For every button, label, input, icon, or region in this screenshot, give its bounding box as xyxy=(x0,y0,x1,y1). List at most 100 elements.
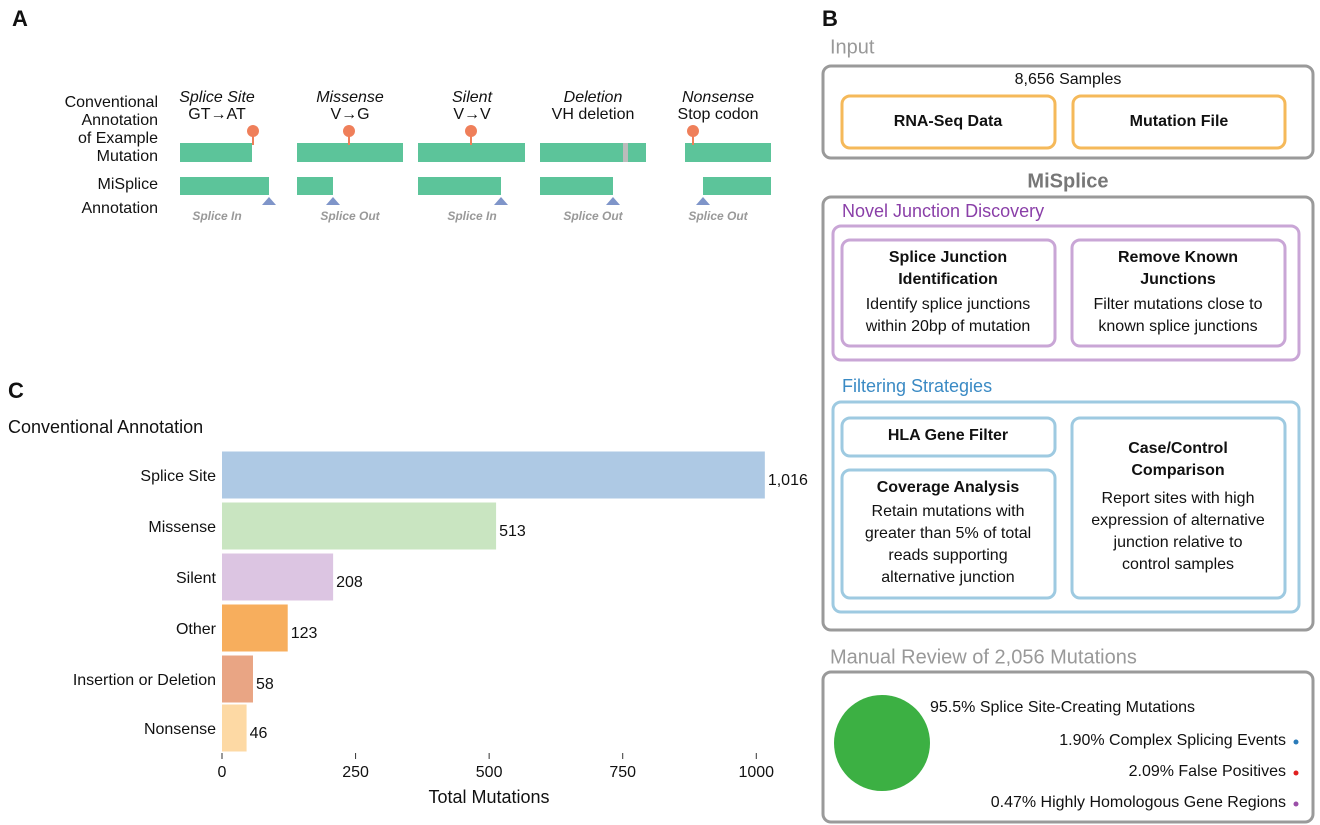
exon xyxy=(703,177,771,195)
example-name: Splice Site xyxy=(179,89,255,106)
step-text: Identify splice junctions xyxy=(866,296,1031,313)
step-title: Remove Known xyxy=(1118,249,1238,266)
row-label: Mutation xyxy=(97,148,158,165)
step-text: Retain mutations with xyxy=(872,503,1025,520)
step-title: HLA Gene Filter xyxy=(888,427,1008,444)
annotation: Splice Out xyxy=(688,209,748,223)
step-text: Filter mutations close to xyxy=(1094,296,1263,313)
legend-dot xyxy=(1293,801,1299,807)
pin-head xyxy=(247,125,259,137)
review-item: 1.90% Complex Splicing Events xyxy=(1059,732,1286,749)
bar xyxy=(222,655,253,703)
deletion xyxy=(623,143,628,162)
example-name: Silent xyxy=(452,89,493,106)
exon xyxy=(297,143,403,162)
row-label: Annotation xyxy=(81,112,158,129)
input-label: Mutation File xyxy=(1130,113,1229,130)
y-axis-label: Conventional Annotation xyxy=(8,417,203,437)
x-axis-label: Total Mutations xyxy=(428,787,549,807)
junction-marker xyxy=(262,197,276,205)
panel-label: B xyxy=(822,6,838,31)
review-box xyxy=(821,670,1315,824)
step-text: control samples xyxy=(1122,556,1234,573)
exon xyxy=(540,177,613,195)
bar xyxy=(222,604,288,652)
input-item xyxy=(840,94,1057,150)
section-title: Manual Review of 2,056 Mutations xyxy=(830,646,1137,668)
review-circle xyxy=(834,695,930,791)
junction-marker xyxy=(606,197,620,205)
row-label: of Example xyxy=(78,130,158,147)
input-label: RNA-Seq Data xyxy=(894,113,1003,130)
junction-marker xyxy=(494,197,508,205)
y-tick-label: Insertion or Deletion xyxy=(73,672,216,689)
row-label: MiSplice xyxy=(98,176,159,193)
input-item xyxy=(1071,94,1287,150)
step-text: Report sites with high xyxy=(1102,490,1255,507)
review-item: 2.09% False Positives xyxy=(1129,763,1286,780)
panel-label: A xyxy=(12,6,28,31)
x-tick-label: 750 xyxy=(609,764,636,781)
junction-marker xyxy=(696,197,710,205)
step-box xyxy=(840,238,1057,348)
y-tick-label: Nonsense xyxy=(144,721,216,738)
step-title: Coverage Analysis xyxy=(877,479,1020,496)
review-item: 95.5% Splice Site-Creating Mutations xyxy=(930,699,1195,716)
samples: 8,656 Samples xyxy=(1015,71,1122,88)
pin-head xyxy=(465,125,477,137)
legend-dot xyxy=(1293,770,1299,776)
exon xyxy=(540,143,646,162)
exon xyxy=(685,143,771,162)
row-label: Annotation xyxy=(81,200,158,217)
step-title: Junctions xyxy=(1140,271,1216,288)
value-label: 208 xyxy=(336,574,363,591)
legend-dot xyxy=(1293,739,1299,745)
bar xyxy=(222,704,247,752)
y-tick-label: Other xyxy=(176,621,217,638)
example-change: VH deletion xyxy=(552,106,635,123)
section-title: Filtering Strategies xyxy=(842,376,992,396)
x-tick-label: 1000 xyxy=(738,764,774,781)
y-tick-label: Splice Site xyxy=(140,468,216,485)
value-label: 513 xyxy=(499,523,526,540)
example-change: Stop codon xyxy=(678,106,759,123)
example-name: Missense xyxy=(316,89,384,106)
step-box xyxy=(1070,416,1287,600)
junction-marker xyxy=(326,197,340,205)
annotation: Splice In xyxy=(192,209,241,223)
step-title: Case/Control xyxy=(1128,440,1228,457)
review-item: 0.47% Highly Homologous Gene Regions xyxy=(991,794,1286,811)
step-text: reads supporting xyxy=(888,547,1007,564)
y-tick-label: Silent xyxy=(176,570,217,587)
step-text: known splice junctions xyxy=(1098,318,1257,335)
bar xyxy=(222,553,334,601)
step-text: alternative junction xyxy=(881,569,1014,586)
input-box xyxy=(821,64,1315,160)
exon xyxy=(418,177,501,195)
x-tick-label: 0 xyxy=(218,764,227,781)
annotation: Splice Out xyxy=(320,209,380,223)
value-label: 1,016 xyxy=(768,472,808,489)
value-label: 58 xyxy=(256,676,274,693)
bar xyxy=(222,502,497,550)
exon xyxy=(180,177,269,195)
example-change: V→G xyxy=(330,106,369,123)
step-title: Splice Junction xyxy=(889,249,1007,266)
pin-head xyxy=(343,125,355,137)
example-name: Deletion xyxy=(564,89,623,106)
step-box xyxy=(840,416,1057,458)
step-title: Identification xyxy=(898,271,998,288)
exon xyxy=(418,143,525,162)
pin-head xyxy=(687,125,699,137)
step-box xyxy=(1070,238,1287,348)
value-label: 46 xyxy=(250,725,268,742)
exon xyxy=(297,177,333,195)
step-text: greater than 5% of total xyxy=(865,525,1031,542)
row-label: Conventional xyxy=(65,94,158,111)
pipeline-title: MiSplice xyxy=(1027,170,1108,192)
exon xyxy=(180,143,252,162)
discovery-box xyxy=(831,224,1301,362)
example-change: V→V xyxy=(453,106,491,123)
x-tick-label: 500 xyxy=(476,764,503,781)
